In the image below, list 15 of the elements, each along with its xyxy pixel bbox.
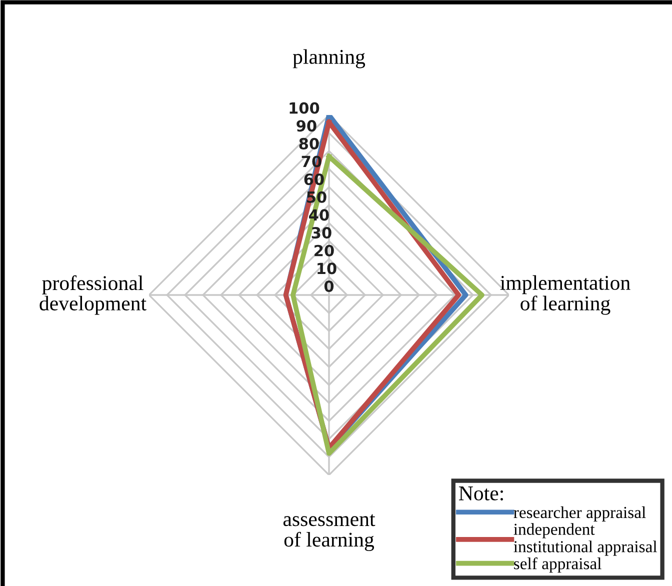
y-tick-label: 100 (290, 102, 320, 114)
legend-label: self appraisal (514, 557, 602, 573)
y-tick-label: 80 (299, 138, 319, 150)
y-tick-label: 50 (307, 191, 326, 203)
spoke-label: implementation of learning (500, 275, 630, 315)
y-tick-label: 10 (318, 262, 336, 274)
legend-label: researcher appraisal (514, 506, 646, 522)
legend-title: Note: (458, 486, 503, 500)
y-tick-label: 90 (296, 120, 316, 132)
y-tick-label: 30 (312, 227, 332, 239)
spoke-label: planning (292, 49, 366, 68)
y-tick-label: 0 (324, 280, 334, 292)
spoke-label: assessment of learning (283, 514, 376, 552)
spoke-label: professional development (40, 275, 146, 315)
y-tick-label: 20 (314, 244, 334, 256)
